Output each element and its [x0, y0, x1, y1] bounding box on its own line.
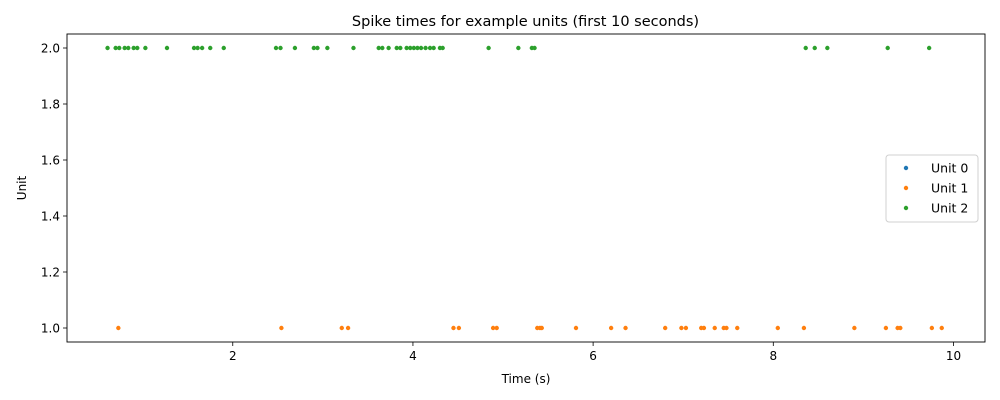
- y-axis: 1.0 1.2 1.4 1.6 1.8 2.0: [41, 41, 67, 335]
- unit-1-spike-point: [608, 325, 614, 331]
- legend-label-unit-2: Unit 2: [931, 201, 968, 216]
- unit-2-spike-point: [427, 45, 433, 51]
- unit-2-spike-point: [516, 45, 521, 51]
- unit-1-spike-point: [679, 325, 684, 331]
- unit-2-spike-point: [440, 45, 445, 51]
- unit-1-spike-point: [451, 325, 456, 331]
- unit-1-spike-point: [883, 325, 889, 331]
- unit-1-spike-point: [494, 325, 499, 331]
- unit-1-spike-point: [662, 325, 668, 331]
- unit-2-spike-point: [411, 45, 417, 51]
- unit-1-spike-point: [775, 325, 780, 331]
- unit-2-spike-point: [408, 45, 413, 51]
- y-tick-label: 1.4: [41, 209, 60, 223]
- unit-2-spike-point: [135, 45, 140, 51]
- unit-2-spike-point: [113, 45, 118, 51]
- unit-2-spike-point: [394, 45, 399, 51]
- x-tick-label: 6: [589, 349, 597, 363]
- unit-1-spike-point: [939, 325, 944, 331]
- unit-2-spike-point: [199, 45, 205, 51]
- plot-frame: [66, 33, 986, 343]
- unit-1-spike-point: [339, 325, 344, 331]
- unit-2-spike-point: [825, 45, 830, 51]
- unit-2-spike-point: [191, 45, 197, 51]
- unit-1-spike-point: [735, 325, 740, 331]
- unit-2-spike-point: [926, 45, 932, 51]
- y-tick-label: 1.0: [41, 321, 60, 335]
- unit-1-spike-point: [852, 325, 857, 331]
- unit-2-spike-point: [418, 45, 424, 51]
- legend: Unit 0 Unit 1 Unit 2: [885, 154, 979, 223]
- unit-1-spike-point: [801, 325, 807, 331]
- y-tick-label: 2.0: [41, 41, 60, 55]
- legend-label-unit-0: Unit 0: [931, 161, 968, 176]
- unit-2-spike-point: [431, 45, 436, 51]
- legend-marker-unit-0: [903, 165, 909, 171]
- unit-2-spike-point: [278, 45, 283, 51]
- unit-2-spike-point: [311, 45, 317, 51]
- unit-1-spike-point: [456, 325, 462, 331]
- y-tick-label: 1.2: [41, 265, 60, 279]
- unit-2-spike-point: [486, 45, 491, 51]
- unit-2-spike-point: [351, 45, 356, 51]
- unit-2-spike-point: [398, 45, 403, 51]
- unit-2-spike-point: [376, 45, 381, 51]
- x-axis: 2 4 6 8 10: [229, 342, 961, 363]
- x-tick-label: 2: [229, 349, 237, 363]
- unit-2-spike-point: [803, 45, 808, 51]
- unit-1-spike-point: [539, 325, 544, 331]
- unit-2-spike-point: [315, 45, 320, 51]
- unit-2-spike-point: [423, 45, 428, 51]
- unit-2-spike-point: [415, 45, 420, 51]
- y-axis-label: Unit: [15, 175, 29, 200]
- x-tick-label: 10: [946, 349, 961, 363]
- unit-1-spike-point: [623, 325, 628, 331]
- unit-2-spike-point: [386, 45, 391, 51]
- unit-1-spike-point: [712, 325, 717, 331]
- unit-1-spike-point: [898, 325, 903, 331]
- unit-2-spike-point: [105, 45, 110, 51]
- y-tick-label: 1.6: [41, 153, 60, 167]
- unit-2-spike-point: [273, 45, 279, 51]
- unit-1-spike-point: [724, 325, 729, 331]
- unit-2-spike-point: [208, 45, 213, 51]
- unit-2-spike-point: [195, 45, 200, 51]
- unit-2-spike-point: [325, 45, 330, 51]
- x-axis-label: Time (s): [501, 372, 551, 386]
- unit-2-spike-point: [126, 45, 131, 51]
- unit-2-spike-point: [812, 45, 817, 51]
- x-tick-label: 4: [409, 349, 417, 363]
- unit-2-spike-point: [164, 45, 170, 51]
- plot-area: 2 4 6 8 10 1.0 1.2 1.4 1.6 1.8 2.0: [41, 33, 986, 363]
- chart-title: Spike times for example units (first 10 …: [352, 14, 699, 30]
- legend-label-unit-1: Unit 1: [931, 181, 968, 196]
- legend-marker-unit-2: [903, 205, 909, 211]
- unit-1-spike-point: [490, 325, 496, 331]
- legend-box: [885, 154, 979, 223]
- unit-2-spike-point: [885, 45, 890, 51]
- y-tick-label: 1.8: [41, 97, 60, 111]
- unit-2-spike-point: [131, 45, 136, 51]
- unit-1-spike-point: [573, 325, 579, 331]
- unit-2-spike-point: [380, 45, 385, 51]
- x-tick-label: 8: [769, 349, 777, 363]
- unit-2-spike-point: [117, 45, 122, 51]
- scatter-points: [105, 45, 944, 331]
- unit-1-spike-point: [929, 325, 935, 331]
- unit-2-spike-point: [532, 45, 537, 51]
- unit-1-spike-point: [116, 325, 121, 331]
- unit-2-spike-point: [292, 45, 298, 51]
- unit-2-spike-point: [221, 45, 226, 51]
- unit-1-spike-point: [701, 325, 707, 331]
- unit-1-spike-point: [345, 325, 351, 331]
- unit-2-spike-point: [143, 45, 148, 51]
- unit-1-spike-point: [683, 325, 689, 331]
- legend-marker-unit-1: [903, 185, 909, 191]
- unit-1-spike-point: [279, 325, 284, 331]
- unit-2-spike-point: [404, 45, 409, 51]
- unit-2-spike-point: [122, 45, 127, 51]
